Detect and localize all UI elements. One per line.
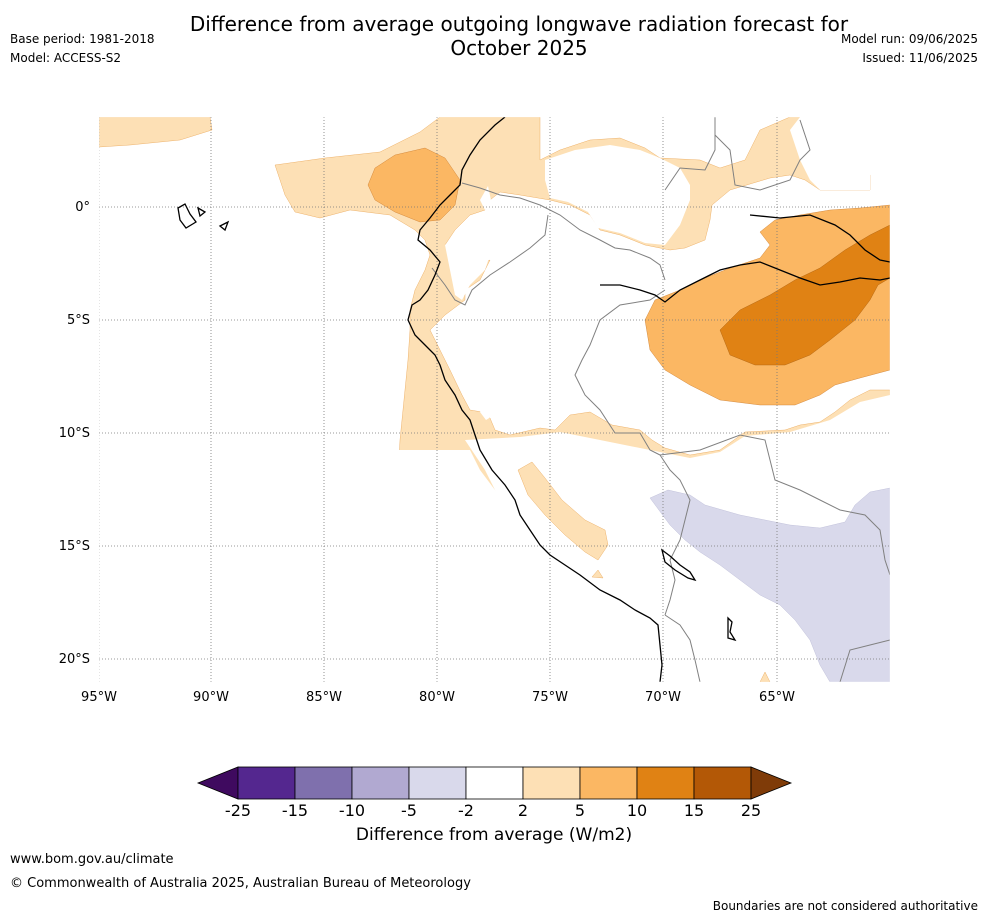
- colorbar-tick-label: 15: [684, 801, 704, 820]
- anomaly-hole-north: [545, 145, 690, 245]
- country-borders: [431, 117, 890, 682]
- lon-label-75w: 75°W: [532, 690, 568, 705]
- colorbar-segment: [465, 766, 524, 800]
- anomaly-hole-small-2: [480, 402, 494, 420]
- border-venezuela-east: [714, 119, 811, 191]
- lon-label-95w: 95°W: [81, 690, 117, 705]
- anomaly-region-negative: [649, 487, 890, 682]
- lon-label-90w: 90°W: [193, 690, 229, 705]
- anomaly-region-light-spot-1: [591, 569, 604, 579]
- border-colombia-ecuador: [461, 182, 666, 281]
- colorbar-tick-label: 5: [575, 801, 585, 820]
- colorbar-tick-label: -25: [225, 801, 251, 820]
- colorbar-segment: [579, 766, 638, 800]
- border-bolivia-paraguay: [839, 639, 890, 682]
- title-line-1: Difference from average outgoing longwav…: [189, 12, 849, 36]
- anomaly-region-white-south: [99, 450, 650, 682]
- anomaly-region-light-spot-2: [759, 671, 771, 682]
- colorbar-tick-label: -2: [458, 801, 474, 820]
- border-ecuador-peru: [431, 214, 549, 306]
- lake-titicaca: [660, 548, 697, 582]
- lat-label-5s: 5°S: [67, 313, 90, 328]
- colorbar-segment: [351, 766, 410, 800]
- border-brazil-bolivia: [659, 434, 890, 576]
- model-run-date: Model run: 09/06/2025: [840, 32, 978, 46]
- graticule: [99, 117, 890, 682]
- colorbar-segment: [294, 766, 353, 800]
- lake-poopo: [727, 616, 737, 642]
- title-line-2: October 2025: [450, 36, 588, 60]
- lat-label-10s: 10°S: [59, 426, 90, 441]
- lon-label-85w: 85°W: [306, 690, 342, 705]
- coastline-pacific: [407, 117, 663, 682]
- colorbar-label: Difference from average (W/m2): [355, 825, 633, 845]
- river-negro: [749, 214, 890, 263]
- lat-label-0: 0°: [75, 200, 90, 215]
- anomaly-hole-east: [790, 117, 890, 190]
- issued-date: Issued: 11/06/2025: [862, 51, 978, 65]
- border-peru-brazil: [574, 289, 666, 456]
- map-title: Difference from average outgoing longwav…: [150, 12, 888, 60]
- longitude-labels: 95°W 90°W 85°W 80°W 75°W 70°W 65°W: [81, 690, 795, 705]
- base-period: Base period: 1981-2018: [10, 32, 155, 46]
- border-colombia-venezuela: [664, 117, 716, 191]
- latitude-labels: 0° 5°S 10°S 15°S 20°S: [59, 200, 90, 667]
- footer-url: www.bom.gov.au/climate: [10, 852, 174, 867]
- model-name: Model: ACCESS-S2: [10, 51, 122, 65]
- colorbar-segment: [522, 766, 581, 800]
- colorbar-tick-label: -5: [401, 801, 417, 820]
- lon-label-70w: 70°W: [645, 690, 681, 705]
- galapagos-islands: [177, 203, 230, 232]
- colorbar-tick-label: 25: [741, 801, 761, 820]
- colorbar: -25 -15 -10 -5 -2 2 5 10 15 25: [196, 766, 793, 820]
- anomaly-region-light-stripe: [517, 461, 609, 561]
- footer-note: Boundaries are not considered authoritat…: [712, 899, 978, 913]
- anomaly-region-white-south-east: [465, 395, 890, 682]
- river-amazon: [600, 261, 890, 303]
- border-peru-bolivia: [659, 454, 691, 616]
- map-panel: [99, 117, 890, 682]
- anomaly-region-medium-west: [367, 147, 461, 223]
- colorbar-segment: [408, 766, 467, 800]
- lat-label-15s: 15°S: [59, 539, 90, 554]
- colorbar-tick-label: -10: [339, 801, 365, 820]
- coastlines: [177, 117, 890, 682]
- anomaly-hole-small-1: [480, 186, 492, 210]
- anomaly-hole-gulf: [445, 230, 490, 300]
- lon-label-80w: 80°W: [419, 690, 455, 705]
- footer-copyright: © Commonwealth of Australia 2025, Austra…: [10, 876, 471, 891]
- colorbar-tick-label: 10: [627, 801, 647, 820]
- lon-label-65w: 65°W: [759, 690, 795, 705]
- colorbar-extension-low: [196, 766, 239, 800]
- colorbar-segment: [693, 766, 752, 800]
- anomaly-region-dark-east: [719, 224, 890, 366]
- colorbar-tick-label: 2: [518, 801, 528, 820]
- border-bolivia-chile: [664, 614, 701, 682]
- lat-label-20s: 20°S: [59, 652, 90, 667]
- anomaly-region-light-north: [99, 117, 213, 148]
- colorbar-segment: [237, 766, 296, 800]
- colorbar-extension-high: [750, 766, 793, 800]
- colorbar-segment: [636, 766, 695, 800]
- colorbar-tick-label: -15: [282, 801, 308, 820]
